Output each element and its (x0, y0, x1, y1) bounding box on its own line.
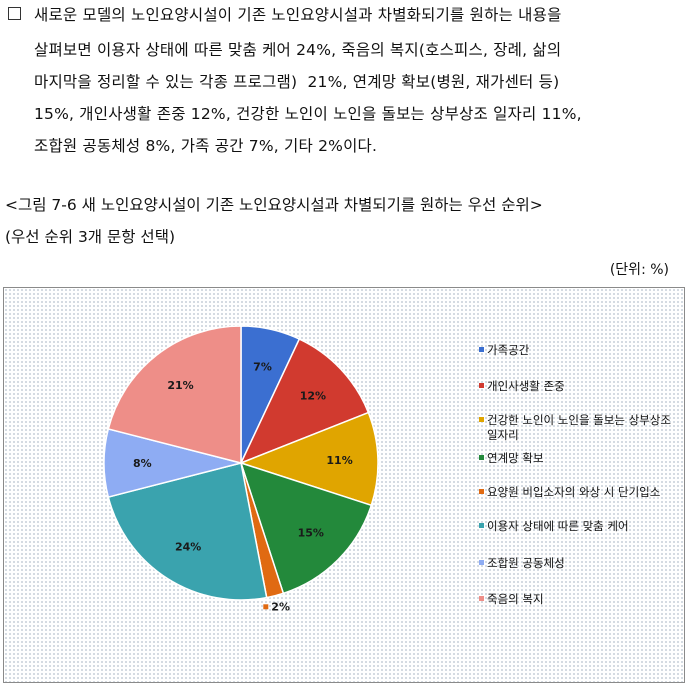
legend-swatch (479, 383, 484, 388)
data-label-marker (263, 604, 269, 610)
legend-label: 이용자 상태에 따른 맞춤 케어 (487, 519, 629, 533)
legend-swatch (479, 489, 484, 494)
unit-label: (단위: %) (609, 262, 669, 278)
figure-subtitle: (우선 순위 3개 문항 선택) (5, 228, 176, 246)
legend-label: 건강한 노인이 노인을 돌보는 상부상조 일자리 (487, 413, 671, 442)
legend-swatch (479, 455, 484, 460)
paragraph-line: 마지막을 정리할 수 있는 각종 프로그램) 21%, 연계망 확보(병원, 재… (34, 73, 560, 91)
pie-slice (239, 338, 370, 465)
legend-label: 요양원 비입소자의 와상 시 단기입소 (487, 485, 661, 499)
paragraph-line: 새로운 모델의 노인요양시설이 기존 노인요양시설과 차별화되기를 원하는 내용… (34, 6, 562, 24)
legend-label: 가족공간 (487, 343, 530, 357)
legend-swatch (479, 523, 484, 528)
legend-label: 연계망 확보 (487, 451, 544, 465)
checkbox-bullet-icon (8, 7, 21, 20)
legend-label: 죽음의 복지 (487, 592, 544, 606)
data-label: 15% (298, 527, 324, 540)
data-label: 2% (271, 600, 290, 613)
figure-title: <그림 7-6 새 노인요양시설이 기존 노인요양시설과 차별되기를 원하는 우… (5, 196, 543, 214)
legend-label: 개인사생활 존중 (487, 379, 565, 393)
legend-swatch (479, 347, 484, 352)
pie-slice (238, 411, 379, 507)
data-label: 21% (167, 379, 193, 392)
legend-swatch (479, 417, 484, 422)
paragraph-line: 살펴보면 이용자 상태에 따른 맞춤 케어 24%, 죽음의 복지(호스피스, … (34, 41, 562, 59)
legend-swatch (479, 560, 484, 565)
data-label: 8% (133, 457, 152, 470)
data-label: 11% (326, 454, 352, 467)
data-label: 12% (300, 389, 326, 402)
data-label: 24% (175, 540, 201, 553)
pie-chart: 7% 12% 11% 15% 2% 24% 8% 21% (103, 325, 379, 613)
paragraph-line: 15%, 개인사생활 존중 12%, 건강한 노인이 노인을 돌보는 상부상조 … (34, 105, 582, 123)
legend-swatch (479, 596, 484, 601)
data-label: 7% (253, 361, 272, 374)
legend-label: 조합원 공동체성 (487, 556, 565, 570)
paragraph-line: 조합원 공동체성 8%, 가족 공간 7%, 기타 2%이다. (34, 137, 378, 155)
pie-slice (107, 325, 242, 464)
pie-slice (107, 462, 268, 601)
pie-slice (239, 461, 373, 595)
